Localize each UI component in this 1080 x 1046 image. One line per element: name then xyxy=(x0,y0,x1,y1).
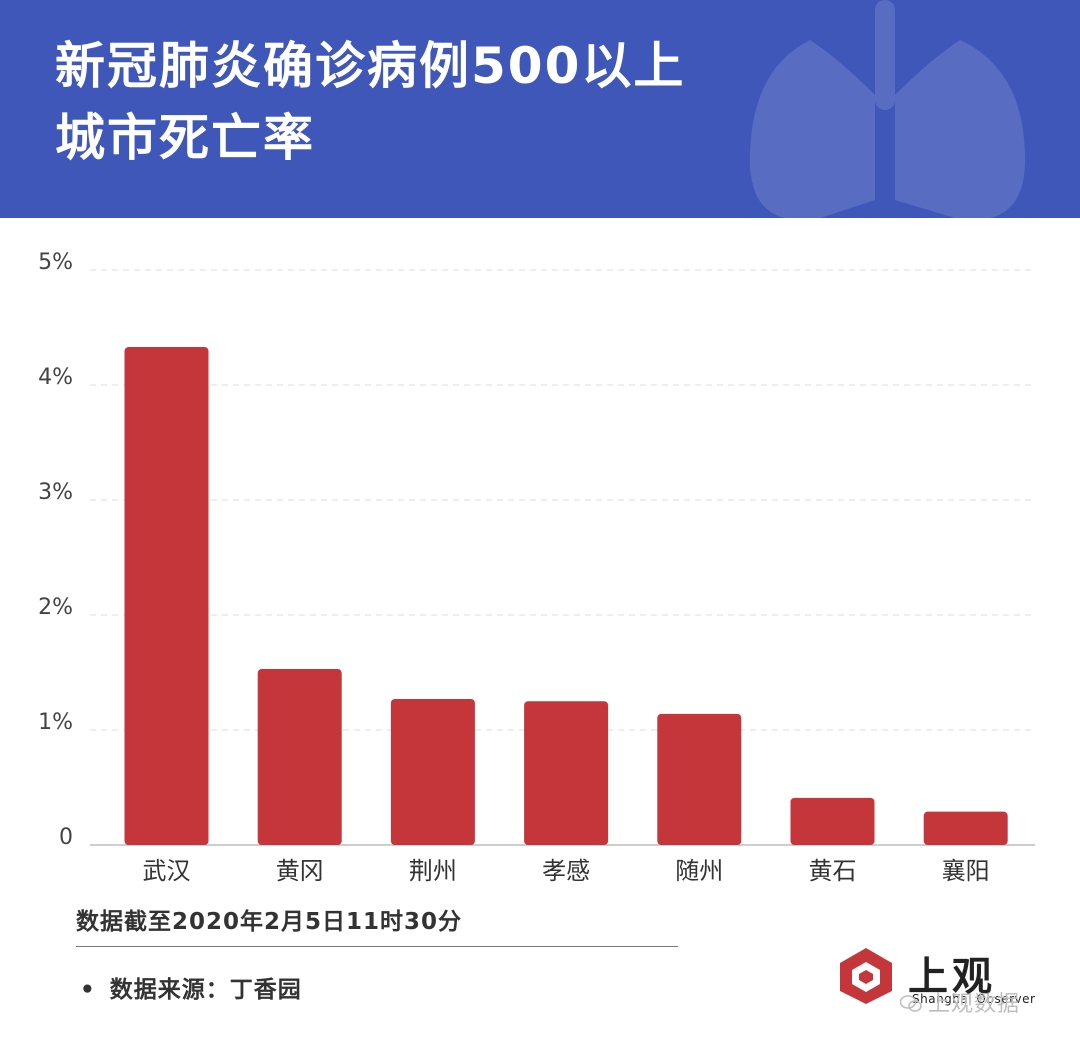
logo-text-en: Shanghai Observer xyxy=(912,992,1036,1006)
x-tick-label: 随州 xyxy=(675,857,723,885)
y-tick-label: 0 xyxy=(59,825,73,850)
data-cutoff-note: 数据截至2020年2月5日11时30分 xyxy=(76,909,463,935)
wechat-icon xyxy=(900,995,922,1012)
bar-6 xyxy=(923,811,1008,845)
title-line-1: 新冠肺炎确诊病例500以上 xyxy=(55,37,686,95)
watermark-text: 上观数据 xyxy=(928,992,1021,1017)
title-line-2: 城市死亡率 xyxy=(55,109,315,167)
x-tick-label: 黄冈 xyxy=(276,857,324,885)
lungs-icon xyxy=(750,0,1025,218)
data-source: • 数据来源：丁香园 xyxy=(80,970,302,1004)
shanghai-observer-logo: 上观 Shanghai Observer xyxy=(836,942,1046,1022)
x-tick-label: 武汉 xyxy=(143,857,191,885)
bar-0 xyxy=(124,347,209,845)
y-tick-label: 2% xyxy=(38,595,73,620)
x-tick-label: 襄阳 xyxy=(942,857,990,885)
y-tick-label: 3% xyxy=(38,480,73,505)
y-tick-label: 4% xyxy=(38,365,73,390)
x-tick-label: 黄石 xyxy=(809,857,857,885)
watermark: 上观数据 xyxy=(900,986,1020,1018)
y-tick-label: 1% xyxy=(38,710,73,735)
x-tick-label: 孝感 xyxy=(542,857,590,885)
bar-5 xyxy=(790,797,875,845)
data-source-text: 数据来源：丁香园 xyxy=(109,977,302,1003)
chart-title: 新冠肺炎确诊病例500以上 城市死亡率 xyxy=(55,30,775,174)
bar-3 xyxy=(524,701,609,845)
bar-4 xyxy=(657,713,742,845)
bullet-icon: • xyxy=(80,977,96,1003)
bar-1 xyxy=(257,669,342,845)
logo-text-cn: 上观 xyxy=(908,953,996,1000)
x-tick-label: 荆州 xyxy=(409,857,457,885)
bar-2 xyxy=(390,698,475,845)
header-banner: 新冠肺炎确诊病例500以上 城市死亡率 xyxy=(0,0,1080,218)
bar-chart: 0 1% 2% 3% 4% 5% 武汉 黄冈 荆州 孝感 随州 黄石 襄阳 xyxy=(38,250,1035,885)
divider xyxy=(76,946,678,947)
y-tick-label: 5% xyxy=(38,250,73,275)
logo-mark-icon xyxy=(840,948,892,1004)
